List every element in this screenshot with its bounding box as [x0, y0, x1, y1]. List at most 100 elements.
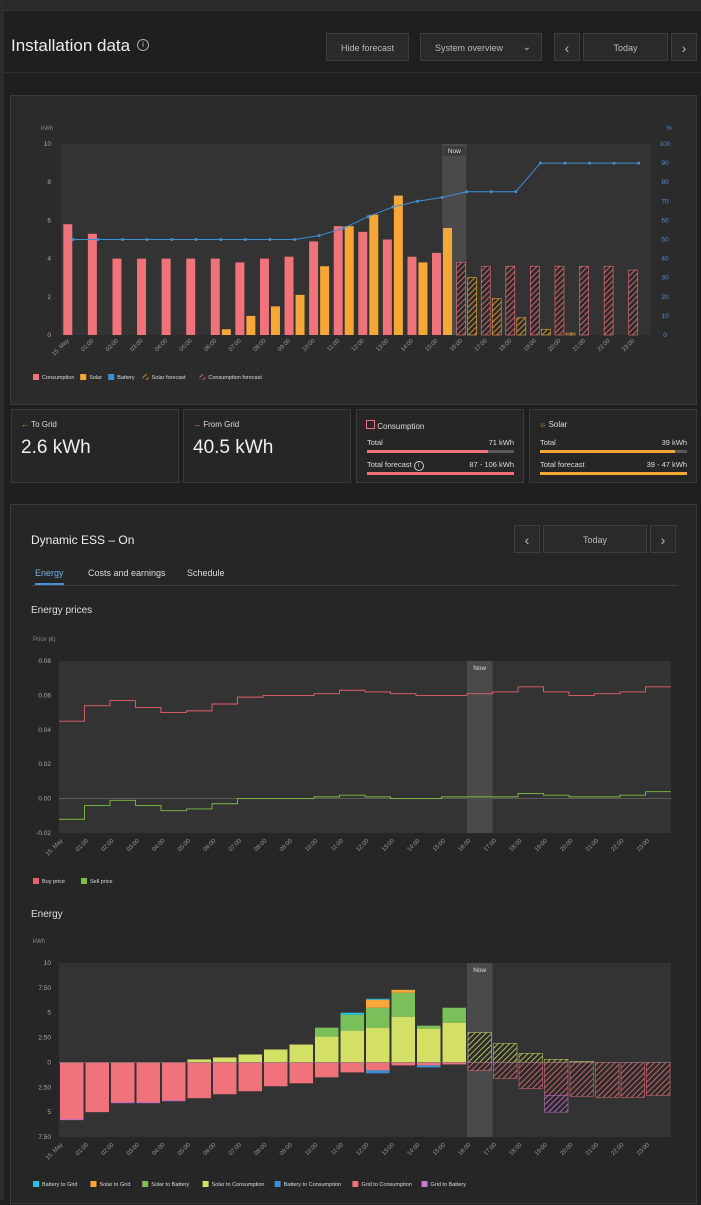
y2-axis-label: %	[666, 126, 672, 132]
x-tick: 01:00	[80, 338, 95, 353]
grid-to-consumption-bar	[595, 1062, 620, 1098]
battery-point	[514, 190, 518, 194]
solar-bar	[295, 294, 305, 335]
legend-item: Solar	[89, 375, 102, 381]
energy-y-label: kWh	[33, 939, 45, 945]
consumption-forecast-bar	[456, 262, 466, 336]
solar-to-consumption-bar	[518, 1053, 543, 1063]
x-tick: 09:00	[279, 838, 294, 853]
battery-point	[120, 238, 124, 241]
x-tick: 21:00	[585, 1142, 600, 1157]
solar-total-value: 39 kWh	[661, 438, 687, 447]
chevron-right-icon: ›	[681, 40, 687, 56]
chevron-down-icon: ⌄	[522, 42, 531, 53]
solar-to-battery-bar	[315, 1027, 339, 1037]
consumption-forecast-bar	[554, 265, 565, 336]
grid-to-consumption-bar	[162, 1062, 186, 1101]
x-tick: 06:00	[203, 338, 218, 353]
y-tick: 0.08	[38, 658, 51, 665]
battery-point	[170, 238, 174, 241]
x-tick: 15. May	[45, 838, 64, 857]
solar-to-consumption-bar	[442, 1022, 466, 1063]
y-tick: 8	[47, 179, 51, 186]
tab-schedule[interactable]: Schedule	[187, 568, 225, 578]
left-edge	[0, 0, 4, 1200]
solar-label: ☼ Solar	[539, 420, 567, 429]
consumption-icon	[366, 420, 375, 429]
consumption-bar	[161, 258, 171, 335]
chevron-right-icon: ›	[660, 532, 666, 548]
x-tick: 21:00	[572, 338, 587, 353]
page-title: Installation data	[11, 36, 131, 55]
grid-to-consumption-bar	[60, 1062, 84, 1120]
day-select[interactable]: Today	[583, 33, 668, 61]
chevron-left-icon: ‹	[524, 532, 530, 548]
solar-to-consumption-bar	[213, 1057, 237, 1063]
x-tick: 20:00	[548, 338, 563, 353]
x-tick: 11:00	[330, 1142, 345, 1157]
ess-prev-day-button[interactable]: ‹	[514, 525, 540, 553]
y2-tick: 80	[661, 179, 669, 186]
consumption-bar	[333, 226, 343, 335]
legend-item: Consumption	[42, 375, 74, 381]
x-tick: 15. May	[45, 1142, 64, 1161]
solar-forecast-bar	[491, 298, 502, 336]
tab-energy[interactable]: Energy	[35, 568, 64, 585]
solar-bar	[418, 262, 428, 335]
consumption-forecast-bar	[530, 265, 540, 336]
solar-to-consumption-bar	[289, 1044, 313, 1063]
y-axis-label: kWh	[41, 126, 53, 132]
arrow-left-icon: ←	[21, 420, 29, 429]
ess-day-select[interactable]: Today	[543, 525, 647, 553]
y2-tick: 50	[661, 237, 669, 244]
grid-to-consumption-bar	[366, 1062, 390, 1071]
consumption-bar	[382, 239, 392, 335]
view-select[interactable]: System overview ⌄	[420, 33, 542, 61]
hide-forecast-button[interactable]: Hide forecast	[326, 33, 409, 61]
x-tick: 10:00	[302, 338, 317, 353]
solar-forecast-value: 39 - 47 kWh	[646, 460, 687, 469]
x-tick: 20:00	[560, 838, 575, 853]
solar-forecast-bar	[541, 328, 551, 336]
now-label: Now	[448, 148, 461, 155]
consumption-bar	[87, 233, 97, 335]
x-tick: 11:00	[327, 338, 342, 353]
grid-to-consumption-bar	[340, 1062, 364, 1073]
legend-swatch	[352, 1181, 359, 1187]
legend-swatch	[142, 374, 149, 380]
consumption-bar	[432, 252, 442, 335]
energy-title: Energy	[31, 909, 63, 920]
next-day-button[interactable]: ›	[671, 33, 697, 61]
x-tick: 07:00	[228, 1142, 243, 1157]
prev-day-button[interactable]: ‹	[554, 33, 580, 61]
consumption-bar	[210, 258, 220, 335]
consumption-bar	[407, 256, 417, 335]
ess-next-day-button[interactable]: ›	[650, 525, 676, 553]
battery-line	[73, 162, 639, 240]
installation-chart-panel: kWh% 0 2 4 6 8 10 0 10 20 30 40 50 60 70 80 90 100 Now 15. …	[10, 95, 697, 405]
consumption-bar	[63, 224, 73, 335]
legend-swatch	[90, 1181, 97, 1187]
grid-to-consumption-bar	[569, 1062, 594, 1097]
consumption-total-row: Total 71 kWh	[367, 438, 514, 447]
solar-total-row: Total 39 kWh	[540, 438, 687, 447]
info-icon[interactable]: i	[413, 461, 424, 471]
x-tick: 22:00	[611, 1142, 626, 1157]
x-tick: 17:00	[483, 1142, 498, 1157]
buy-price-line	[59, 686, 671, 722]
consumption-label-text: Consumption	[377, 422, 425, 431]
solar-forecast-label: Total forecast	[540, 460, 585, 469]
tab-costs-and-earnings[interactable]: Costs and earnings	[88, 568, 166, 578]
info-icon[interactable]: i	[137, 39, 149, 51]
solar-to-consumption-bar	[467, 1032, 492, 1063]
x-tick: 19:00	[534, 838, 549, 853]
x-tick: 08:00	[254, 838, 269, 853]
battery-point	[145, 238, 149, 241]
grid-to-consumption-bar	[289, 1062, 313, 1084]
consumption-forecast-bar	[603, 265, 614, 336]
y2-tick: 70	[661, 198, 669, 205]
sell-price-line	[59, 791, 671, 820]
consumption-total-bar	[367, 450, 514, 453]
x-tick: 23:00	[621, 338, 636, 353]
consumption-total-value: 71 kWh	[488, 438, 514, 447]
